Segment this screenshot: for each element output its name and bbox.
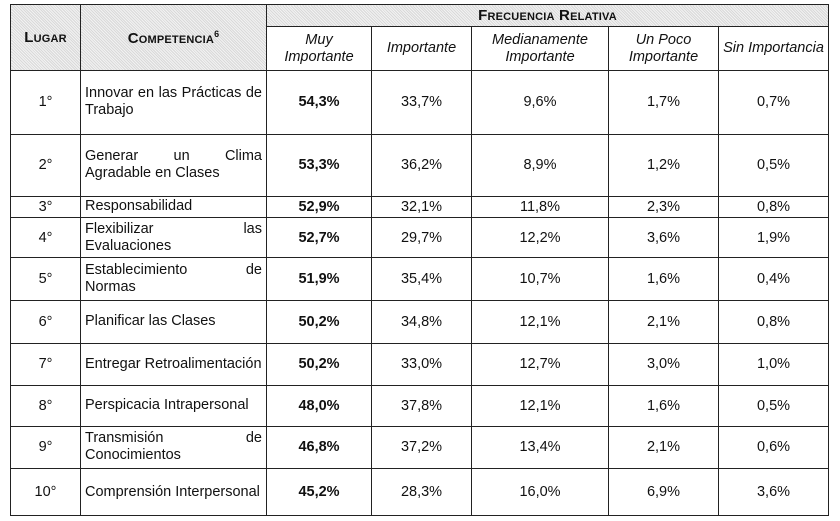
header-muy-importante: Muy Importante bbox=[266, 26, 372, 71]
frequency-cell: 0,8% bbox=[717, 299, 830, 344]
rank-cell: 9° bbox=[10, 425, 81, 470]
frequency-cell: 46,8% bbox=[266, 425, 372, 470]
frequency-cell: 1,0% bbox=[717, 342, 830, 387]
frequency-cell: 9,6% bbox=[471, 70, 609, 135]
frequency-cell: 11,8% bbox=[471, 195, 609, 218]
frequency-cell: 0,8% bbox=[717, 195, 830, 218]
frequency-cell: 37,8% bbox=[371, 385, 472, 427]
frequency-cell: 54,3% bbox=[266, 70, 372, 135]
frequency-cell: 12,7% bbox=[471, 342, 609, 387]
table-row: 2° Generar un Clima Agradable en Clases 53… bbox=[10, 133, 830, 197]
frequency-cell: 2,1% bbox=[608, 299, 719, 344]
frequency-cell: 3,6% bbox=[717, 468, 830, 516]
rank-cell: 4° bbox=[10, 216, 81, 259]
rank-cell: 10° bbox=[10, 468, 81, 516]
competency-frequency-table: Lugar Competencia6 Frecuencia Relativa M… bbox=[10, 4, 830, 516]
rank-cell: 6° bbox=[10, 299, 81, 344]
frequency-cell: 52,7% bbox=[266, 216, 372, 259]
frequency-cell: 35,4% bbox=[371, 257, 472, 301]
frequency-cell: 52,9% bbox=[266, 195, 372, 218]
table-row: 8° Perspicacia Intrapersonal 48,0% 37,8% 12,… bbox=[10, 385, 830, 427]
frequency-cell: 3,0% bbox=[608, 342, 719, 387]
frequency-cell: 0,6% bbox=[717, 425, 830, 470]
competency-cell: Generar un Clima Agradable en Clases bbox=[80, 133, 267, 197]
frequency-cell: 12,1% bbox=[471, 299, 609, 344]
frequency-cell: 1,9% bbox=[717, 216, 830, 259]
header-medianamente-importante: Medianamente Importante bbox=[471, 26, 609, 71]
frequency-cell: 6,9% bbox=[608, 468, 719, 516]
competency-cell: Flexibilizar las Evaluaciones bbox=[80, 216, 267, 259]
table-row: 3° Responsabilidad 52,9% 32,1% 11,8% 2,3% 0,8% bbox=[10, 195, 830, 218]
frequency-cell: 28,3% bbox=[371, 468, 472, 516]
table-row: 10° Comprensión Interpersonal 45,2% 28,3% 16… bbox=[10, 468, 830, 516]
table-row: 6° Planificar las Clases 50,2% 34,8% 12,1% 2,… bbox=[10, 299, 830, 344]
footnote-marker: 6 bbox=[214, 28, 220, 39]
header-importante: Importante bbox=[371, 26, 472, 71]
frequency-cell: 8,9% bbox=[471, 133, 609, 197]
frequency-cell: 50,2% bbox=[266, 299, 372, 344]
table-row: 7° Entregar Retroalimentación 50,2% 33,0% 12… bbox=[10, 342, 830, 387]
frequency-cell: 50,2% bbox=[266, 342, 372, 387]
frequency-cell: 12,2% bbox=[471, 216, 609, 259]
frequency-cell: 29,7% bbox=[371, 216, 472, 259]
frequency-cell: 32,1% bbox=[371, 195, 472, 218]
competency-cell: Planificar las Clases bbox=[80, 299, 267, 344]
header-sin-importancia: Sin Importancia bbox=[717, 26, 830, 71]
rank-cell: 5° bbox=[10, 257, 81, 301]
frequency-cell: 1,6% bbox=[608, 385, 719, 427]
frequency-cell: 36,2% bbox=[371, 133, 472, 197]
frequency-cell: 3,6% bbox=[608, 216, 719, 259]
frequency-cell: 10,7% bbox=[471, 257, 609, 301]
frequency-cell: 53,3% bbox=[266, 133, 372, 197]
frequency-cell: 33,0% bbox=[371, 342, 472, 387]
competency-cell: Transmisión de Conocimientos bbox=[80, 425, 267, 470]
frequency-cell: 0,7% bbox=[717, 70, 830, 135]
header-un-poco-importante: Un Poco Importante bbox=[608, 26, 719, 71]
frequency-cell: 2,3% bbox=[608, 195, 719, 218]
competency-cell: Responsabilidad bbox=[80, 195, 267, 218]
frequency-cell: 0,4% bbox=[717, 257, 830, 301]
header-competencia: Competencia6 bbox=[80, 4, 267, 71]
header-frecuencia-relativa: Frecuencia Relativa bbox=[265, 4, 830, 27]
frequency-cell: 34,8% bbox=[371, 299, 472, 344]
rank-cell: 8° bbox=[10, 385, 81, 427]
frequency-cell: 1,6% bbox=[608, 257, 719, 301]
frequency-cell: 1,2% bbox=[608, 133, 719, 197]
rank-cell: 3° bbox=[10, 195, 81, 218]
frequency-cell: 2,1% bbox=[608, 425, 719, 470]
competency-cell: Establecimiento de Normas bbox=[80, 257, 267, 301]
frequency-cell: 37,2% bbox=[371, 425, 472, 470]
frequency-cell: 51,9% bbox=[266, 257, 372, 301]
frequency-cell: 0,5% bbox=[717, 385, 830, 427]
rank-cell: 2° bbox=[10, 133, 81, 197]
table-row: 1° Innovar en las Prácticas de Trabajo 54,… bbox=[10, 70, 830, 135]
frequency-cell: 0,5% bbox=[717, 133, 830, 197]
competency-cell: Comprensión Interpersonal bbox=[80, 468, 267, 516]
frequency-cell: 48,0% bbox=[266, 385, 372, 427]
competency-cell: Perspicacia Intrapersonal bbox=[80, 385, 267, 427]
table-row: 5° Establecimiento de Normas 51,9% 35,4% 10,… bbox=[10, 257, 830, 301]
table-row: 9° Transmisión de Conocimientos 46,8% 37,2%… bbox=[10, 425, 830, 470]
competency-cell: Innovar en las Prácticas de Trabajo bbox=[80, 70, 267, 135]
frequency-cell: 1,7% bbox=[608, 70, 719, 135]
rank-cell: 7° bbox=[10, 342, 81, 387]
frequency-cell: 12,1% bbox=[471, 385, 609, 427]
header-lugar: Lugar bbox=[10, 4, 81, 71]
table-row: 4° Flexibilizar las Evaluaciones 52,7% 29,7… bbox=[10, 216, 830, 259]
frequency-cell: 13,4% bbox=[471, 425, 609, 470]
rank-cell: 1° bbox=[10, 70, 81, 135]
frequency-cell: 45,2% bbox=[266, 468, 372, 516]
frequency-cell: 33,7% bbox=[371, 70, 472, 135]
competency-cell: Entregar Retroalimentación bbox=[80, 342, 267, 387]
frequency-cell: 16,0% bbox=[471, 468, 609, 516]
